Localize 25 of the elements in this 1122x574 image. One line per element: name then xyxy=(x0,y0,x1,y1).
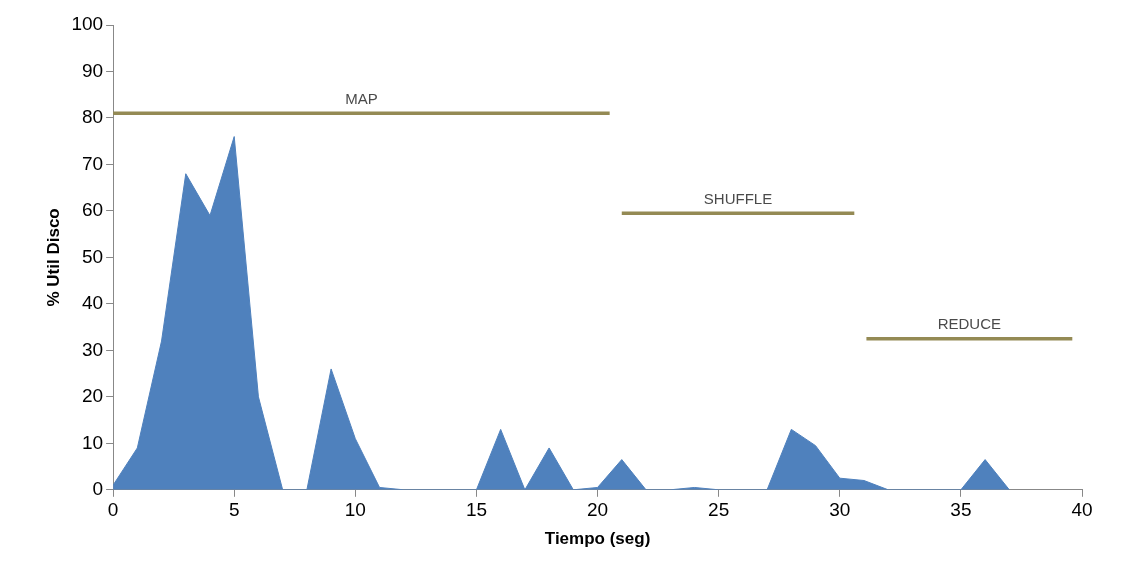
y-tick-label: 50 xyxy=(81,245,104,267)
y-tick-label: 80 xyxy=(81,106,104,128)
y-tick-label: 30 xyxy=(81,338,104,360)
series-label: REDUCE xyxy=(937,315,1002,333)
y-tick-label: 70 xyxy=(81,152,104,174)
y-tick-label: 20 xyxy=(81,385,104,407)
series-label: SHUFFLE xyxy=(703,189,773,207)
x-tick-label: 35 xyxy=(950,499,972,521)
y-tick-label: 40 xyxy=(81,292,104,314)
y-tick-label: 0 xyxy=(92,478,104,500)
y-axis-title: % Util Disco xyxy=(43,208,63,307)
y-tick-label: 100 xyxy=(71,13,104,35)
y-tick-label: 10 xyxy=(81,431,104,453)
x-tick-label: 5 xyxy=(228,499,240,521)
x-tick-label: 20 xyxy=(586,499,609,521)
x-tick-label: 25 xyxy=(708,499,730,521)
x-axis-title: Tiempo (seg) xyxy=(544,529,651,549)
y-tick-label: 90 xyxy=(81,59,104,81)
x-tick-label: 15 xyxy=(465,499,488,521)
x-tick-label: 10 xyxy=(344,499,366,521)
series-label: MAP xyxy=(345,89,378,107)
x-tick-label: 40 xyxy=(1071,499,1093,521)
x-tick-label: 0 xyxy=(107,499,119,521)
y-tick-label: 60 xyxy=(81,199,104,221)
x-tick-label: 30 xyxy=(829,499,851,521)
